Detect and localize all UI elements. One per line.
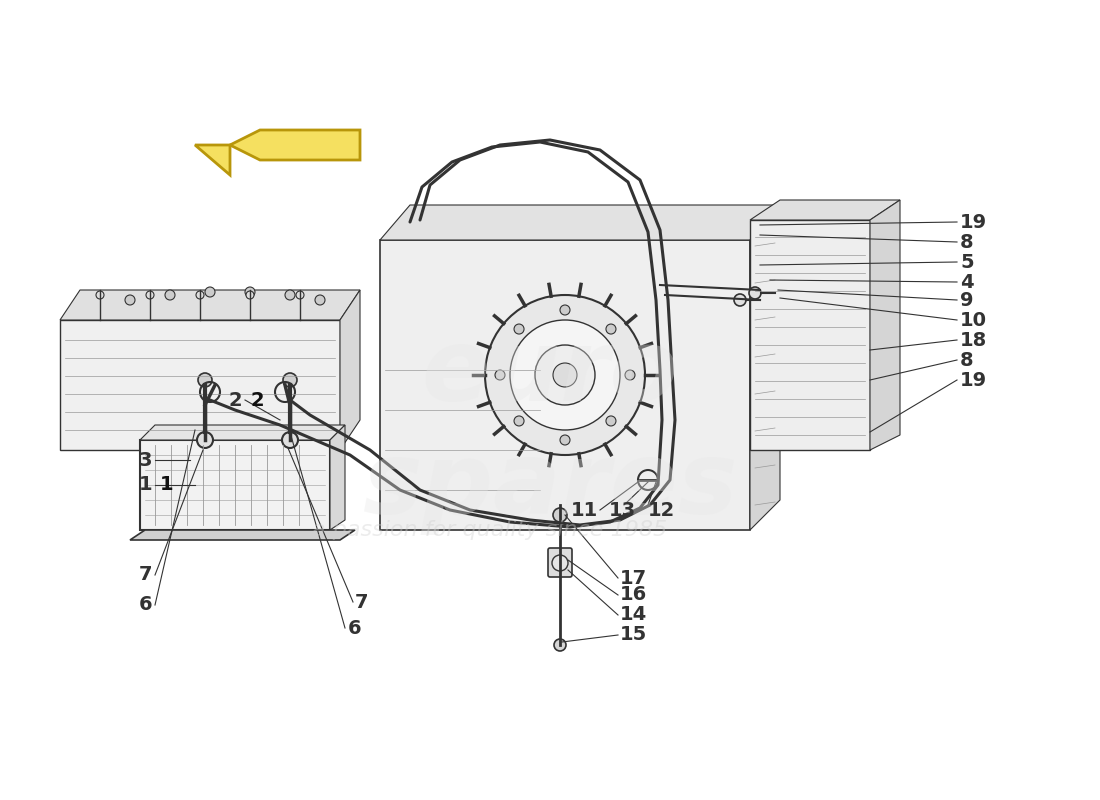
Circle shape xyxy=(514,416,524,426)
Text: 6: 6 xyxy=(348,618,362,638)
Text: 11: 11 xyxy=(571,501,598,519)
Text: 5: 5 xyxy=(960,253,974,271)
Text: 19: 19 xyxy=(960,370,987,390)
Polygon shape xyxy=(870,200,900,450)
Text: 7: 7 xyxy=(139,566,152,585)
Circle shape xyxy=(296,291,304,299)
Text: 3: 3 xyxy=(139,450,152,470)
Text: 2: 2 xyxy=(250,390,264,410)
Circle shape xyxy=(514,324,524,334)
Circle shape xyxy=(552,555,568,571)
Text: 18: 18 xyxy=(960,330,988,350)
Circle shape xyxy=(315,295,324,305)
Circle shape xyxy=(96,291,104,299)
Polygon shape xyxy=(230,130,360,160)
Circle shape xyxy=(560,305,570,315)
Text: 19: 19 xyxy=(960,213,987,231)
Text: 7: 7 xyxy=(355,593,368,611)
FancyBboxPatch shape xyxy=(548,548,572,577)
Circle shape xyxy=(485,295,645,455)
Polygon shape xyxy=(750,220,870,450)
Polygon shape xyxy=(330,425,345,530)
Circle shape xyxy=(560,435,570,445)
Polygon shape xyxy=(130,530,355,540)
Circle shape xyxy=(283,373,297,387)
Polygon shape xyxy=(60,320,340,450)
Circle shape xyxy=(554,639,566,651)
Text: 1: 1 xyxy=(139,475,152,494)
Text: 15: 15 xyxy=(620,626,647,645)
Polygon shape xyxy=(379,240,750,530)
Text: 8: 8 xyxy=(960,233,974,251)
Circle shape xyxy=(606,324,616,334)
Text: 14: 14 xyxy=(620,606,647,625)
Polygon shape xyxy=(140,425,345,440)
Circle shape xyxy=(285,290,295,300)
Text: 4: 4 xyxy=(960,273,974,291)
Text: 17: 17 xyxy=(620,569,647,587)
Text: euro
spares: euro spares xyxy=(362,326,738,534)
Circle shape xyxy=(165,290,175,300)
Circle shape xyxy=(205,287,214,297)
Polygon shape xyxy=(140,440,330,530)
Polygon shape xyxy=(195,145,230,175)
Circle shape xyxy=(553,363,578,387)
Text: 13: 13 xyxy=(608,501,636,519)
Text: 1: 1 xyxy=(160,475,174,494)
Polygon shape xyxy=(60,290,360,320)
Circle shape xyxy=(196,291,204,299)
Polygon shape xyxy=(750,205,780,530)
Circle shape xyxy=(606,416,616,426)
Circle shape xyxy=(535,345,595,405)
Circle shape xyxy=(495,370,505,380)
Polygon shape xyxy=(379,205,780,240)
Text: 10: 10 xyxy=(960,310,987,330)
Circle shape xyxy=(197,432,213,448)
Text: 9: 9 xyxy=(960,290,974,310)
Circle shape xyxy=(198,373,212,387)
Circle shape xyxy=(734,294,746,306)
Circle shape xyxy=(146,291,154,299)
Text: 16: 16 xyxy=(620,586,647,605)
Polygon shape xyxy=(750,200,900,220)
Circle shape xyxy=(749,287,761,299)
Polygon shape xyxy=(340,290,360,450)
Circle shape xyxy=(553,508,566,522)
Text: a passion for quality since 1985: a passion for quality since 1985 xyxy=(312,520,668,540)
Circle shape xyxy=(125,295,135,305)
Circle shape xyxy=(625,370,635,380)
Text: 6: 6 xyxy=(139,595,152,614)
Circle shape xyxy=(245,287,255,297)
Circle shape xyxy=(246,291,254,299)
Text: 8: 8 xyxy=(960,350,974,370)
Circle shape xyxy=(282,432,298,448)
Text: 12: 12 xyxy=(648,501,675,519)
Circle shape xyxy=(510,320,620,430)
Text: 2: 2 xyxy=(229,390,242,410)
